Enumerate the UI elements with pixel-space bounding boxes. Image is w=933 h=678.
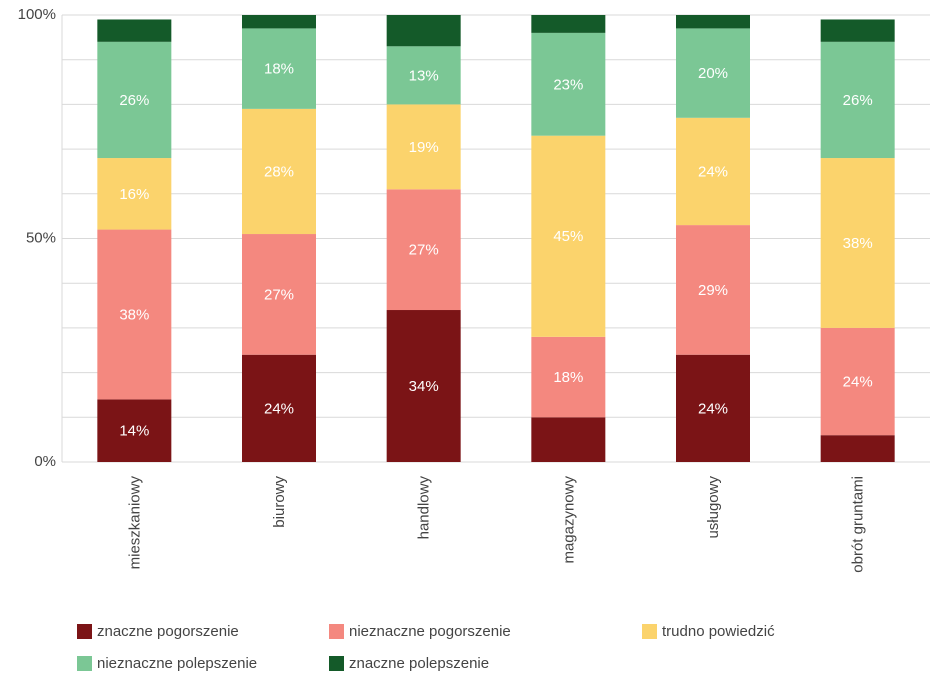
x-tick-label: biurowy [271,476,288,528]
legend-label: znaczne pogorszenie [97,623,239,640]
bar-segment [676,225,750,355]
bar-segment [97,158,172,230]
bar-segment [242,15,316,29]
x-tick-label: obrót gruntami [850,476,867,573]
legend-swatch [329,656,344,671]
value-label: 45% [553,228,583,245]
bar-segment [676,28,750,118]
legend-label: nieznaczne polepszenie [97,655,257,672]
value-label: 14% [119,423,149,440]
bar-segment [242,28,316,109]
bar-segment [820,327,895,436]
bar-segment [386,46,461,105]
value-label: 27% [409,242,439,259]
bar-segment [820,435,895,462]
bar-segment [531,15,606,33]
bar-segment [676,15,750,29]
value-label: 28% [264,163,294,180]
value-label: 19% [409,139,439,156]
x-tick-label: usługowy [705,476,722,539]
bar-segment [676,117,750,226]
bar-segment [97,41,172,159]
value-label: 23% [553,76,583,93]
bar-segment [820,158,895,328]
x-tick-label: handlowy [416,476,433,540]
bar-segment [242,354,316,462]
value-label: 26% [119,92,149,109]
value-label: 20% [698,65,728,82]
bar-segment [820,19,895,42]
value-label: 18% [553,369,583,386]
legend-swatch [77,624,92,639]
legend-swatch [77,656,92,671]
bar-segment [386,104,461,190]
bar-segment [531,417,606,462]
value-label: 26% [843,92,873,109]
bar-segment [676,354,750,462]
value-label: 38% [843,235,873,252]
legend-swatch [329,624,344,639]
value-label: 24% [843,374,873,391]
value-label: 13% [409,67,439,84]
x-tick-label: magazynowy [560,476,577,564]
bar-segment [531,32,606,136]
value-label: 24% [698,400,728,417]
bar-segment [386,310,461,462]
y-tick-label: 0% [34,453,56,470]
bar-segment [386,15,461,47]
value-label: 27% [264,286,294,303]
legend-label: nieznaczne pogorszenie [349,623,511,640]
value-label: 24% [264,400,294,417]
bar-segment [97,399,172,462]
y-tick-label: 100% [18,6,56,23]
value-label: 16% [119,186,149,203]
bar-segment [531,336,606,418]
bar-segment [242,108,316,235]
value-label: 29% [698,282,728,299]
value-label: 34% [409,378,439,395]
x-tick-label: mieszkaniowy [126,476,143,570]
bar-segment [97,229,172,400]
value-label: 18% [264,61,294,78]
legend-label: znaczne polepszenie [349,655,489,672]
bar-segment [820,41,895,159]
value-label: 24% [698,163,728,180]
value-label: 38% [119,306,149,323]
legend-swatch [642,624,657,639]
bar-segment [386,189,461,311]
bar-segment [242,234,316,355]
bar-segment [531,135,606,337]
legend-label: trudno powiedzić [662,623,775,640]
bar-segment [97,19,172,42]
y-tick-label: 50% [26,229,56,246]
